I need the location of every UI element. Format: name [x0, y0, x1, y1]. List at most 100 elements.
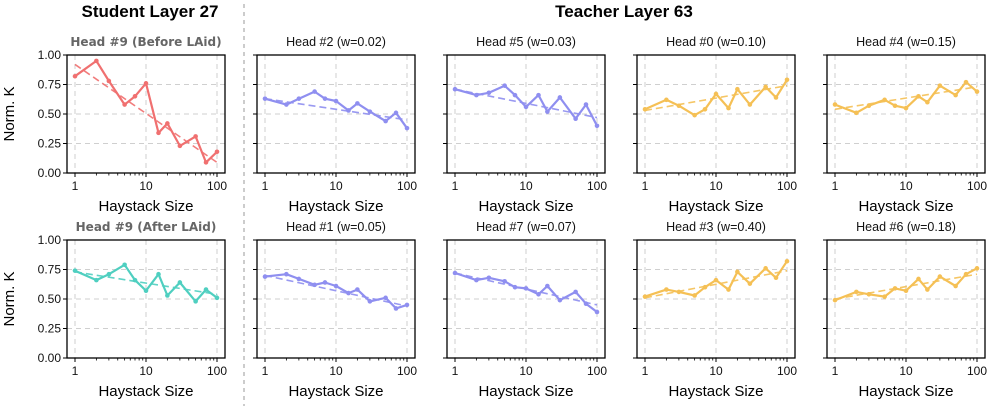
subplot: Head #1 (w=0.05) 1 10 100 Haystack Size	[253, 220, 417, 400]
trend-line	[644, 269, 788, 299]
subplot-title: Head #1 (w=0.05)	[286, 220, 386, 234]
data-point	[882, 97, 887, 103]
data-point	[747, 102, 753, 107]
data-point	[355, 287, 360, 292]
trend-line	[834, 273, 978, 300]
data-point	[536, 291, 541, 297]
x-tick-label: 100	[587, 364, 607, 378]
x-tick-label: 100	[967, 179, 987, 193]
plot-frame	[256, 239, 416, 359]
trend-line	[834, 86, 978, 111]
data-point	[773, 275, 779, 281]
data-point	[784, 77, 790, 83]
x-tick-label: 1	[642, 179, 649, 193]
data-point	[953, 92, 958, 98]
data-point	[974, 89, 980, 94]
data-point	[404, 125, 410, 131]
data-point	[726, 105, 731, 111]
data-point	[94, 58, 99, 64]
x-tick-label: 10	[899, 179, 913, 193]
data-point	[262, 96, 268, 101]
data-point	[702, 106, 708, 112]
data-point	[132, 277, 138, 283]
x-tick-label: 100	[777, 179, 797, 193]
data-point	[203, 287, 209, 292]
y-axis-label: Norm. K	[1, 271, 18, 326]
data-point	[312, 282, 317, 288]
subplot-title: Head #5 (w=0.03)	[476, 35, 576, 49]
data-point	[156, 130, 161, 136]
data-point	[916, 276, 921, 282]
x-tick-label: 1	[832, 364, 839, 378]
data-point	[963, 79, 969, 85]
data-point	[726, 287, 731, 292]
data-point	[594, 123, 600, 129]
data-point	[404, 302, 410, 308]
data-point	[474, 92, 479, 98]
data-point	[916, 94, 921, 99]
data-point	[132, 94, 138, 99]
data-point	[367, 299, 373, 304]
data-point	[143, 81, 149, 86]
plot-frame	[636, 239, 796, 359]
data-point	[393, 110, 399, 116]
y-tick-label: 1.00	[38, 233, 62, 247]
x-tick-label: 10	[139, 179, 153, 193]
data-point	[502, 83, 507, 88]
data-point	[355, 101, 360, 106]
data-point	[892, 103, 898, 109]
plot-frame	[826, 239, 986, 359]
data-point	[583, 301, 589, 307]
data-point	[523, 104, 529, 110]
y-tick-label: 0.25	[38, 322, 62, 336]
subplot: Head #9 (Before LAid) 0.00 0.25 0.50 0.75 1.0…	[1, 35, 227, 215]
data-point	[832, 102, 838, 107]
x-axis-label: Haystack Size	[668, 383, 763, 400]
data-point	[322, 280, 328, 285]
x-tick-label: 100	[777, 364, 797, 378]
data-point	[193, 134, 198, 139]
x-tick-label: 10	[709, 364, 723, 378]
data-point	[702, 284, 708, 290]
data-point	[676, 289, 682, 295]
trend-line	[74, 63, 218, 164]
data-point	[713, 277, 719, 283]
data-point	[312, 89, 317, 94]
x-tick-label: 1	[72, 179, 79, 193]
x-tick-label: 100	[967, 364, 987, 378]
data-point	[545, 109, 550, 114]
data-point	[393, 306, 399, 311]
subplot: Head #0 (w=0.10) 1 10 100 Haystack Size	[633, 35, 797, 215]
x-axis-label: Haystack Size	[478, 198, 573, 215]
data-point	[72, 73, 78, 79]
data-point	[692, 112, 697, 118]
data-point	[594, 309, 600, 315]
data-point	[106, 271, 112, 277]
x-tick-label: 1	[72, 364, 79, 378]
x-axis-label: Haystack Size	[288, 198, 383, 215]
subplot-title: Head #9 (After LAid)	[76, 220, 217, 234]
data-point	[214, 149, 220, 155]
data-point	[165, 293, 170, 298]
teacher-header: Teacher Layer 63	[555, 2, 693, 21]
y-tick-label: 0.00	[38, 166, 62, 180]
x-axis-label: Haystack Size	[478, 383, 573, 400]
x-tick-label: 100	[587, 179, 607, 193]
data-point	[692, 293, 697, 298]
data-point	[122, 262, 127, 268]
data-point	[452, 86, 458, 92]
x-tick-label: 10	[139, 364, 153, 378]
data-point	[557, 297, 563, 303]
x-tick-label: 10	[519, 364, 533, 378]
subplot-title: Head #6 (w=0.18)	[856, 220, 956, 234]
data-point	[763, 84, 768, 90]
data-point	[262, 274, 268, 279]
data-point	[156, 271, 161, 277]
data-point	[333, 98, 339, 104]
data-point	[882, 294, 887, 299]
data-point	[214, 295, 220, 301]
data-point	[963, 271, 969, 277]
trend-line	[264, 274, 408, 307]
data-point	[165, 121, 170, 126]
trend-line	[74, 271, 218, 296]
